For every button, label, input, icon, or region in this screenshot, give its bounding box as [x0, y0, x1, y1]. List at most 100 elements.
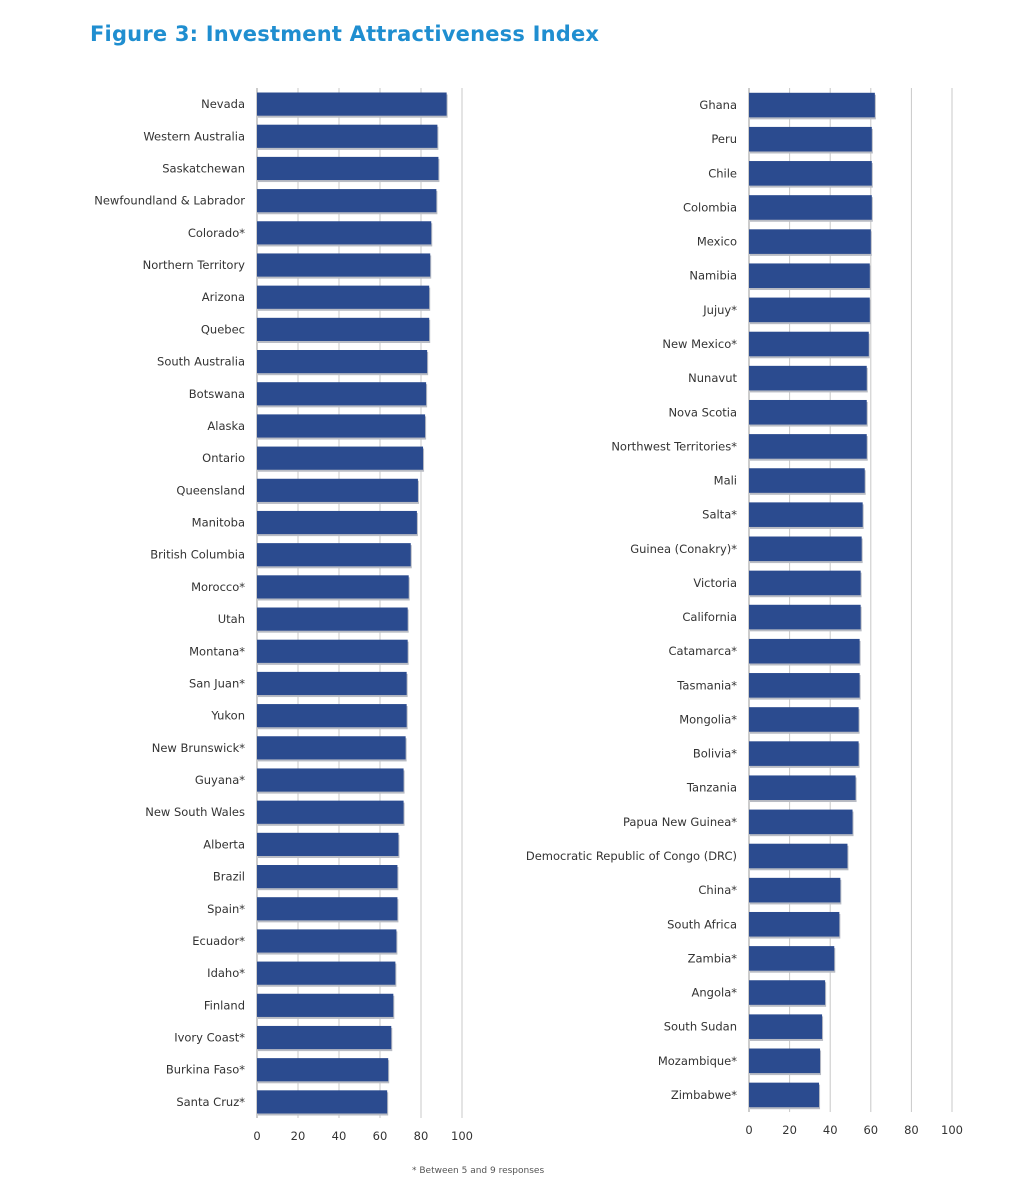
category-label: Botswana — [189, 387, 245, 401]
category-label: Zambia* — [688, 951, 738, 965]
bar — [749, 843, 848, 869]
x-tick-label: 80 — [904, 1123, 919, 1137]
category-label: Morocco* — [191, 580, 245, 594]
category-label: Colombia — [683, 200, 737, 214]
bar — [257, 414, 426, 438]
category-label: Manitoba — [192, 516, 245, 530]
bar — [257, 800, 404, 824]
category-label: Nunavut — [688, 371, 737, 385]
category-label: Nova Scotia — [668, 405, 737, 419]
bar — [257, 221, 432, 245]
category-label: Victoria — [693, 576, 737, 590]
bar — [257, 832, 399, 856]
bar — [257, 156, 439, 181]
bar — [257, 317, 430, 341]
category-label: Tanzania — [686, 781, 737, 795]
category-label: South Sudan — [664, 1020, 737, 1034]
bar — [749, 1048, 821, 1074]
x-tick-label: 0 — [253, 1129, 260, 1143]
x-tick-label: 100 — [941, 1123, 963, 1137]
bar — [749, 741, 859, 766]
bar — [257, 350, 428, 374]
bar — [257, 671, 407, 696]
category-label: Burkina Faso* — [166, 1063, 245, 1077]
bar — [257, 639, 408, 663]
bar — [257, 575, 409, 599]
bar — [257, 929, 397, 953]
category-label: Montana* — [189, 644, 245, 658]
category-label: Catamarca* — [669, 644, 738, 658]
x-tick-label: 60 — [863, 1123, 878, 1137]
category-label: Guyana* — [195, 773, 245, 787]
x-tick-label: 80 — [414, 1129, 429, 1143]
bar — [749, 434, 867, 459]
x-tick-label: 40 — [823, 1123, 838, 1137]
bar — [749, 297, 870, 323]
category-label: Ontario — [202, 451, 245, 465]
category-label: Finland — [204, 998, 245, 1012]
bar — [257, 1025, 392, 1050]
bar — [749, 502, 863, 527]
bar — [749, 638, 860, 664]
bar — [749, 468, 865, 493]
category-label: Northern Territory — [143, 258, 246, 272]
bar — [257, 961, 396, 985]
category-label: Mongolia* — [679, 712, 737, 726]
bar — [749, 331, 869, 357]
category-label: Nevada — [201, 97, 245, 111]
bar — [749, 775, 856, 801]
category-label: Queensland — [176, 483, 245, 497]
bar — [749, 604, 861, 630]
bar — [749, 229, 871, 254]
category-label: Ghana — [699, 98, 737, 112]
category-label: British Columbia — [150, 548, 245, 562]
bar — [749, 536, 862, 562]
category-label: California — [682, 610, 737, 624]
bar — [749, 707, 859, 732]
category-label: Western Australia — [143, 129, 245, 143]
category-label: Spain* — [207, 902, 245, 916]
category-label: Democratic Republic of Congo (DRC) — [526, 849, 737, 863]
bar — [749, 365, 867, 391]
bar — [257, 543, 411, 567]
category-label: Tasmania* — [676, 678, 737, 692]
bar — [749, 980, 826, 1005]
bar — [257, 607, 408, 631]
category-label: Ivory Coast* — [174, 1031, 245, 1045]
category-label: Alberta — [203, 837, 245, 851]
category-label: Namibia — [689, 269, 737, 283]
bar — [749, 673, 860, 698]
bar — [257, 510, 417, 535]
category-label: Northwest Territories* — [611, 439, 737, 453]
bar — [257, 897, 398, 921]
bar — [257, 1090, 388, 1114]
category-label: Jujuy* — [702, 303, 737, 317]
category-label: Quebec — [201, 322, 245, 336]
category-label: New Mexico* — [662, 337, 737, 351]
bar — [749, 809, 853, 835]
category-label: Chile — [708, 166, 737, 180]
bar — [749, 946, 835, 971]
left-chart: Nevada Western Australia Saskatchewan Newfo… — [94, 88, 473, 1143]
right-chart: Ghana Peru Chile Colombia Mexico Namibia Jujuy… — [526, 88, 963, 1137]
bar — [257, 704, 407, 728]
category-label: Guinea (Conakry)* — [630, 542, 737, 556]
bar — [257, 478, 418, 502]
category-label: Mozambique* — [658, 1054, 737, 1068]
bar — [749, 161, 872, 186]
category-label: Mali — [714, 474, 737, 488]
category-label: South Africa — [667, 917, 737, 931]
bar — [257, 993, 394, 1017]
x-tick-label: 60 — [373, 1129, 388, 1143]
bar — [749, 1082, 820, 1108]
category-label: Yukon — [210, 709, 245, 723]
category-label: Bolivia* — [693, 747, 737, 761]
bar — [257, 382, 427, 406]
category-label: Angola* — [692, 986, 738, 1000]
bar — [257, 253, 431, 277]
bar — [257, 124, 438, 148]
category-label: Salta* — [702, 508, 737, 522]
category-label: Arizona — [202, 290, 245, 304]
footnote: * Between 5 and 9 responses — [412, 1166, 545, 1176]
